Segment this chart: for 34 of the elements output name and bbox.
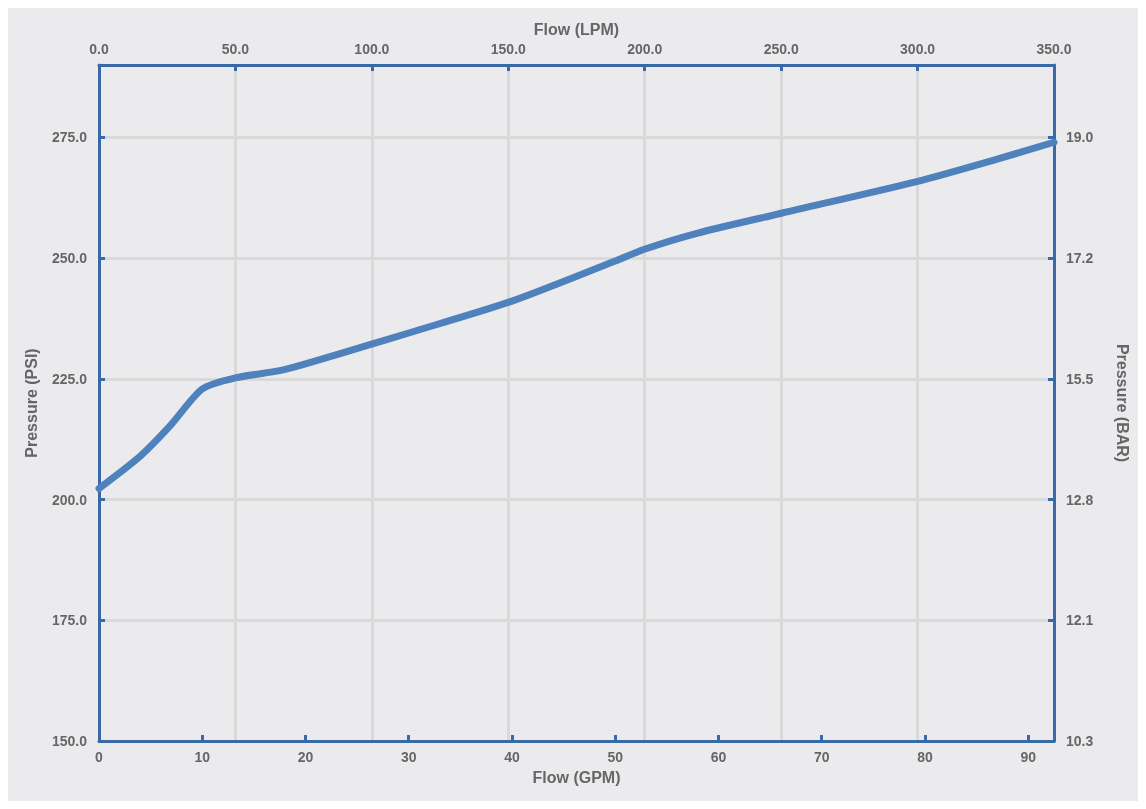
x2-tick-label: 350.0 xyxy=(1036,41,1072,57)
x-tick-label: 0 xyxy=(95,749,104,765)
y-tick-label: 175.0 xyxy=(51,612,88,629)
y-tick-label: 200.0 xyxy=(51,491,88,508)
x-tick-label: 20 xyxy=(297,749,314,765)
x-tick-label: 60 xyxy=(710,749,727,765)
y2-axis-title: Pressure (BAR) xyxy=(1113,343,1131,463)
y-tick-label: 275.0 xyxy=(51,129,88,146)
x2-axis-title: Flow (LPM) xyxy=(533,20,620,38)
category-label: 12.8 xyxy=(1066,491,1094,508)
category-label: 12.1 xyxy=(1066,612,1094,629)
y-axis-title: Pressure (PSI) xyxy=(22,348,40,458)
x-tick-label: 30 xyxy=(400,749,417,765)
x2-tick-label: 100.0 xyxy=(354,41,390,57)
x-tick-label: 90 xyxy=(1020,749,1037,765)
y-tick-label: 150.0 xyxy=(51,733,88,749)
x-tick-label: 70 xyxy=(813,749,830,765)
category-label: 17.2 xyxy=(1066,250,1094,267)
y-tick-label: 250.0 xyxy=(51,250,88,267)
x-tick-label: 10 xyxy=(194,749,211,765)
x2-tick-label: 150.0 xyxy=(490,41,527,57)
x2-tick-label: 50.0 xyxy=(221,41,250,57)
category-label: 15.5 xyxy=(1066,370,1094,387)
x2-tick-label: 300.0 xyxy=(900,41,936,57)
x-tick-label: 50 xyxy=(607,749,624,765)
category-label: 19.0 xyxy=(1066,129,1094,146)
x-tick-label: 40 xyxy=(504,749,520,765)
x-axis-title: Flow (GPM) xyxy=(532,768,621,786)
x2-tick-label: 250.0 xyxy=(763,41,799,57)
category-label: 10.3 xyxy=(1066,733,1094,749)
x-tick-label: 80 xyxy=(917,749,933,765)
y-tick-label: 225.0 xyxy=(51,370,88,387)
x2-tick-label: 200.0 xyxy=(627,41,663,57)
x2-tick-label: 0.0 xyxy=(89,41,109,57)
